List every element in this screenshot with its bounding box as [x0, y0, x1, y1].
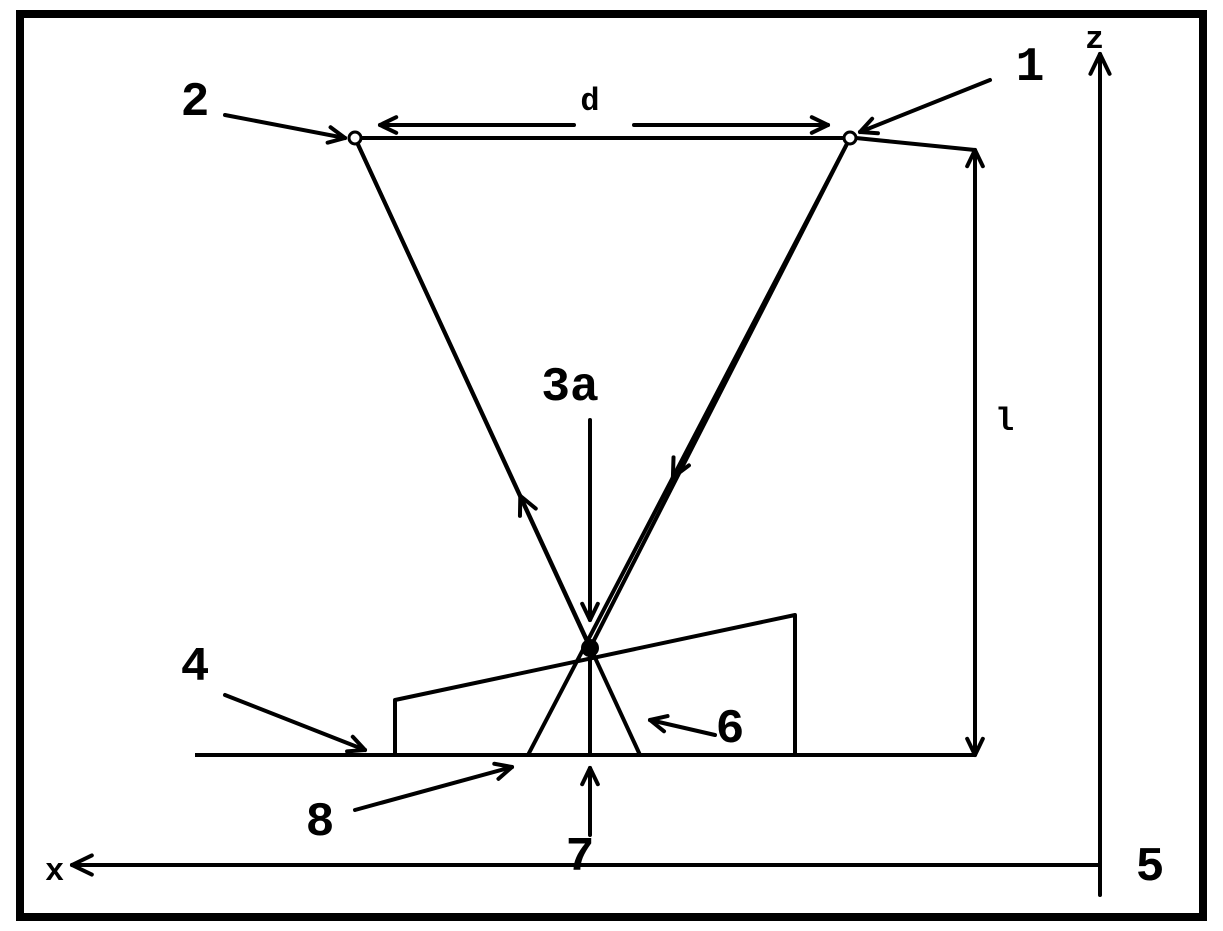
- point-2: [349, 132, 361, 144]
- callout-label-8: 8: [306, 796, 335, 850]
- callout-label-5: 5: [1136, 841, 1165, 895]
- point-3a: [582, 640, 598, 656]
- dim-d-label: d: [580, 83, 599, 120]
- x-axis-label: x: [45, 853, 64, 890]
- diagram-svg: z x d l 1 2 3a 4 5 6 7 8: [0, 0, 1223, 931]
- point-1: [844, 132, 856, 144]
- callout-label-6: 6: [716, 703, 745, 757]
- z-axis-label: z: [1085, 21, 1104, 58]
- diagram-canvas: z x d l 1 2 3a 4 5 6 7 8: [0, 0, 1223, 931]
- callout-label-3a: 3a: [541, 361, 599, 415]
- frame-border: [20, 14, 1203, 917]
- callout-label-4: 4: [181, 641, 210, 695]
- callout-label-2: 2: [181, 76, 210, 130]
- callout-label-1: 1: [1016, 41, 1045, 95]
- dim-l-label: l: [995, 403, 1014, 440]
- callout-label-7: 7: [566, 831, 595, 885]
